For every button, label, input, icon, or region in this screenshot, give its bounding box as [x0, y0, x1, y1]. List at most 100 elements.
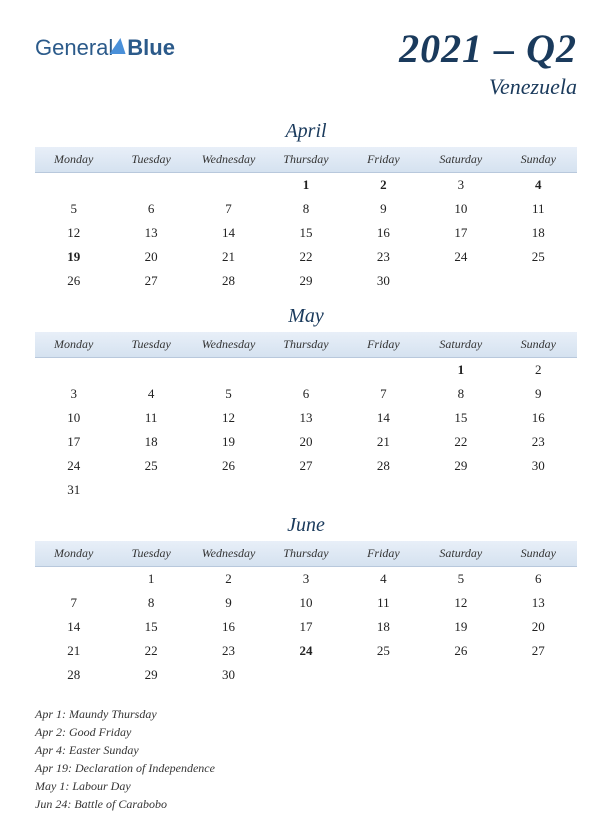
calendar-row: 3456789	[35, 382, 577, 406]
calendar-cell	[345, 358, 422, 383]
calendar-cell: 28	[190, 269, 267, 293]
calendar-cell	[267, 358, 344, 383]
calendar-cell	[500, 269, 577, 293]
calendar-cell	[422, 478, 499, 502]
weekday-header: Tuesday	[112, 147, 189, 173]
calendar-cell: 1	[112, 567, 189, 592]
calendar-row: 17181920212223	[35, 430, 577, 454]
calendar-cell: 19	[422, 615, 499, 639]
calendar-cell	[190, 173, 267, 198]
calendar-cell: 16	[500, 406, 577, 430]
weekday-header: Thursday	[267, 332, 344, 358]
calendar-cell: 11	[345, 591, 422, 615]
weekday-header: Saturday	[422, 541, 499, 567]
calendar-cell	[112, 478, 189, 502]
weekday-header: Wednesday	[190, 332, 267, 358]
calendar-cell: 20	[500, 615, 577, 639]
calendar-cell: 13	[112, 221, 189, 245]
weekday-header: Sunday	[500, 541, 577, 567]
period-title: 2021 – Q2	[399, 25, 577, 72]
calendar-cell: 4	[500, 173, 577, 198]
calendar-cell	[35, 567, 112, 592]
weekday-header: Thursday	[267, 147, 344, 173]
calendar-cell: 20	[112, 245, 189, 269]
calendar-cell: 8	[422, 382, 499, 406]
calendar-cell: 6	[267, 382, 344, 406]
calendar-cell: 20	[267, 430, 344, 454]
calendar-cell: 25	[500, 245, 577, 269]
calendar-cell: 10	[267, 591, 344, 615]
calendar-cell: 18	[500, 221, 577, 245]
calendar-cell: 14	[345, 406, 422, 430]
weekday-header: Friday	[345, 541, 422, 567]
calendar-cell: 29	[422, 454, 499, 478]
calendar-cell: 22	[422, 430, 499, 454]
calendar-cell: 3	[35, 382, 112, 406]
calendar-cell: 16	[190, 615, 267, 639]
calendar-cell: 8	[267, 197, 344, 221]
logo-text-general: General	[35, 35, 113, 61]
calendar-cell: 22	[267, 245, 344, 269]
month-name: May	[35, 305, 577, 328]
calendar-cell: 30	[500, 454, 577, 478]
calendar-cell: 6	[500, 567, 577, 592]
calendar-cell: 24	[422, 245, 499, 269]
calendar-row: 10111213141516	[35, 406, 577, 430]
calendar-cell: 2	[345, 173, 422, 198]
weekday-header: Wednesday	[190, 541, 267, 567]
calendar-cell: 26	[190, 454, 267, 478]
calendar-cell: 10	[35, 406, 112, 430]
calendars-container: AprilMondayTuesdayWednesdayThursdayFrida…	[35, 120, 577, 687]
calendar-cell: 23	[190, 639, 267, 663]
weekday-header: Monday	[35, 332, 112, 358]
calendar-cell: 7	[190, 197, 267, 221]
calendar-cell: 12	[422, 591, 499, 615]
holiday-item: Jun 24: Battle of Carabobo	[35, 795, 577, 813]
calendar-cell: 31	[35, 478, 112, 502]
holiday-item: May 1: Labour Day	[35, 777, 577, 795]
calendar-row: 282930	[35, 663, 577, 687]
country-title: Venezuela	[399, 74, 577, 100]
calendar-cell: 21	[345, 430, 422, 454]
holiday-item: Apr 19: Declaration of Independence	[35, 759, 577, 777]
calendar-cell	[422, 269, 499, 293]
weekday-header: Saturday	[422, 147, 499, 173]
calendar-cell: 11	[112, 406, 189, 430]
calendar-cell: 21	[35, 639, 112, 663]
calendar-row: 12131415161718	[35, 221, 577, 245]
calendar-cell: 11	[500, 197, 577, 221]
calendar-cell	[267, 478, 344, 502]
calendar-cell: 3	[267, 567, 344, 592]
logo: GeneralBlue	[35, 35, 175, 61]
calendar-cell: 21	[190, 245, 267, 269]
calendar-cell: 28	[35, 663, 112, 687]
calendar-cell: 17	[422, 221, 499, 245]
calendar-cell	[345, 663, 422, 687]
calendar-cell: 27	[267, 454, 344, 478]
calendar-cell: 14	[35, 615, 112, 639]
weekday-header: Wednesday	[190, 147, 267, 173]
month-block: MayMondayTuesdayWednesdayThursdayFridayS…	[35, 305, 577, 502]
calendar-cell	[112, 358, 189, 383]
weekday-header: Monday	[35, 541, 112, 567]
calendar-cell: 30	[190, 663, 267, 687]
weekday-header: Thursday	[267, 541, 344, 567]
weekday-header: Friday	[345, 332, 422, 358]
calendar-cell: 4	[112, 382, 189, 406]
holiday-item: Apr 1: Maundy Thursday	[35, 705, 577, 723]
calendar-cell: 7	[345, 382, 422, 406]
calendar-cell: 18	[112, 430, 189, 454]
logo-triangle-icon	[110, 38, 129, 54]
calendar-row: 2627282930	[35, 269, 577, 293]
calendar-cell: 27	[500, 639, 577, 663]
calendar-cell: 19	[190, 430, 267, 454]
calendar-cell: 13	[500, 591, 577, 615]
calendar-cell	[190, 358, 267, 383]
calendar-cell: 27	[112, 269, 189, 293]
calendar-cell: 9	[500, 382, 577, 406]
header: GeneralBlue 2021 – Q2 Venezuela	[35, 25, 577, 100]
calendar-row: 123456	[35, 567, 577, 592]
calendar-table: MondayTuesdayWednesdayThursdayFridaySatu…	[35, 541, 577, 687]
weekday-header: Sunday	[500, 332, 577, 358]
calendar-cell: 26	[422, 639, 499, 663]
